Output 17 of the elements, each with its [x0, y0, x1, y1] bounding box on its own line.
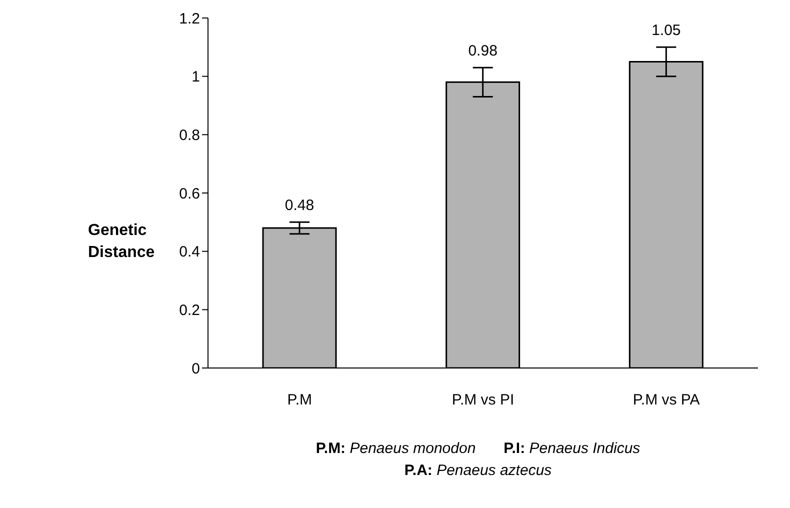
- y-tick-label: 1: [192, 68, 200, 86]
- y-axis-title: Genetic Distance: [88, 221, 156, 263]
- text: P.I: Penaeus Indicus: [504, 440, 640, 457]
- y-tick-label: 0.2: [179, 302, 200, 319]
- text: P.M: Penaeus monodon: [316, 440, 476, 457]
- data-label: 1.05: [652, 22, 681, 40]
- text: P.A: Penaeus aztecus: [404, 462, 552, 479]
- x-tick-label: P.M vs PI: [452, 392, 514, 409]
- data-label: 0.98: [468, 42, 498, 60]
- y-tick-label: 0.6: [179, 185, 200, 202]
- x-tick-label: P.M vs PA: [632, 392, 700, 409]
- y-tick-label: 0.8: [179, 126, 200, 144]
- data-label: 0.48: [284, 197, 314, 214]
- y-tick-label: 1.2: [179, 10, 200, 28]
- x-tick-label: P.M: [287, 392, 312, 409]
- y-tick-label: 0.4: [179, 244, 200, 261]
- y-tick-label: 0: [192, 360, 200, 378]
